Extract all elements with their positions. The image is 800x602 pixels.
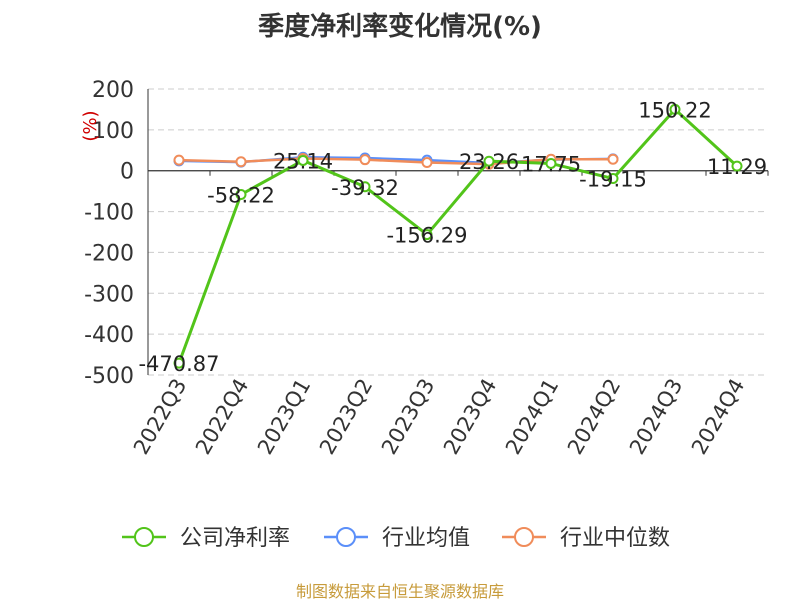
y-tick-label: -500 xyxy=(84,364,134,389)
data-point xyxy=(607,173,619,185)
legend-swatch-marker xyxy=(134,527,154,547)
data-label: -58.22 xyxy=(207,184,275,208)
y-tick-label: 0 xyxy=(120,160,134,185)
y-tick-label: -200 xyxy=(84,241,134,266)
data-label: 25.14 xyxy=(273,149,333,173)
x-tick-label: 2023Q3 xyxy=(377,375,439,459)
x-tick-label: 2023Q4 xyxy=(439,375,501,459)
x-tick-label: 2024Q2 xyxy=(563,375,625,459)
data-point xyxy=(235,189,247,201)
legend-label: 行业中位数 xyxy=(560,526,670,551)
x-tick-label: 2023Q2 xyxy=(315,375,377,459)
data-point xyxy=(731,160,743,172)
x-tick-label: 2022Q3 xyxy=(129,375,191,459)
legend-swatch-marker xyxy=(336,527,356,547)
y-tick-label: -400 xyxy=(84,323,134,348)
y-tick-label: -300 xyxy=(84,282,134,307)
series-line xyxy=(177,107,739,364)
data-label: 17.75 xyxy=(521,152,581,176)
y-tick-label: -100 xyxy=(84,201,134,226)
legend-swatch-marker xyxy=(514,527,534,547)
x-tick-label: 2022Q4 xyxy=(191,375,253,459)
data-point xyxy=(359,154,371,166)
data-point xyxy=(359,181,371,193)
data-label: 23.26 xyxy=(459,150,519,174)
legend-label: 公司净利率 xyxy=(180,526,290,551)
data-point xyxy=(297,154,309,166)
data-point xyxy=(235,156,247,168)
series-line xyxy=(178,157,613,166)
chart-title: 季度净利率变化情况(%) xyxy=(258,12,542,42)
data-point xyxy=(545,157,557,169)
data-point xyxy=(173,357,185,369)
data-point xyxy=(421,157,433,169)
y-tick-label: 100 xyxy=(92,119,134,144)
data-point xyxy=(669,103,681,115)
y-axis-label: (%) xyxy=(80,110,101,141)
x-tick-label: 2024Q4 xyxy=(687,375,749,459)
data-point xyxy=(173,154,185,166)
data-label: -470.87 xyxy=(138,352,219,376)
data-label: -156.29 xyxy=(386,224,467,248)
x-tick-label: 2024Q1 xyxy=(501,375,563,459)
x-tick-label: 2023Q1 xyxy=(253,375,315,459)
data-label: -39.32 xyxy=(331,176,399,200)
data-point xyxy=(483,155,495,167)
y-tick-label: 200 xyxy=(92,78,134,103)
data-point xyxy=(607,153,619,165)
data-label: 150.22 xyxy=(638,98,711,122)
data-point xyxy=(421,229,433,241)
x-tick-label: 2024Q3 xyxy=(625,375,687,459)
data-label: 11.29 xyxy=(707,155,767,179)
data-label: -19.15 xyxy=(579,168,647,192)
legend-label: 行业均值 xyxy=(382,526,470,551)
footer-source: 制图数据来自恒生聚源数据库 xyxy=(295,582,504,601)
